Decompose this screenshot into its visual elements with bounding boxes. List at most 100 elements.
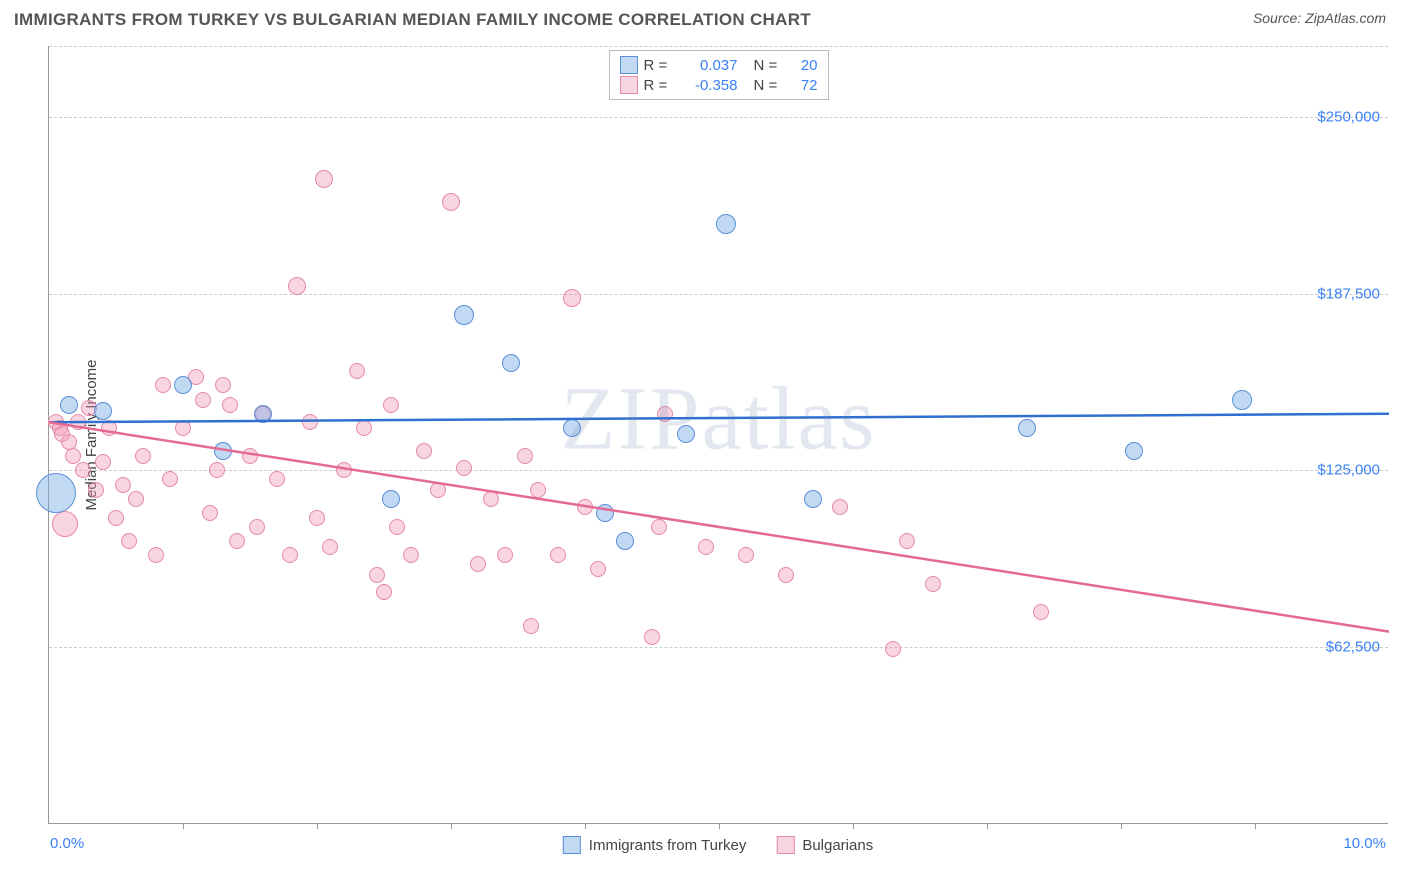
x-tick: [1121, 823, 1122, 829]
data-point-bulgarians: [698, 539, 714, 555]
data-point-bulgarians: [215, 377, 231, 393]
data-point-bulgarians: [563, 289, 581, 307]
y-tick-label: $250,000: [1317, 108, 1380, 125]
data-point-turkey: [563, 419, 581, 437]
grid-line: [49, 294, 1388, 295]
data-point-bulgarians: [577, 499, 593, 515]
data-point-bulgarians: [369, 567, 385, 583]
data-point-turkey: [677, 425, 695, 443]
regression-line-turkey: [49, 414, 1389, 422]
data-point-bulgarians: [195, 392, 211, 408]
legend-n-label: N =: [754, 77, 782, 94]
data-point-turkey: [454, 305, 474, 325]
legend-r-label: R =: [644, 57, 672, 74]
data-point-bulgarians: [121, 533, 137, 549]
x-tick: [183, 823, 184, 829]
data-point-bulgarians: [885, 641, 901, 657]
data-point-bulgarians: [148, 547, 164, 563]
x-axis-min-label: 0.0%: [50, 835, 84, 852]
data-point-bulgarians: [95, 454, 111, 470]
legend-row-bulgarians: R = -0.358 N = 72: [620, 75, 818, 95]
data-point-bulgarians: [175, 420, 191, 436]
data-point-bulgarians: [249, 519, 265, 535]
x-tick: [317, 823, 318, 829]
data-point-bulgarians: [517, 448, 533, 464]
x-axis-max-label: 10.0%: [1343, 835, 1386, 852]
data-point-bulgarians: [322, 539, 338, 555]
chart-area: Median Family Income ZIPatlas R = 0.037N…: [48, 46, 1388, 824]
data-point-turkey: [596, 504, 614, 522]
legend-swatch: [776, 836, 794, 854]
data-point-bulgarians: [288, 277, 306, 295]
data-point-bulgarians: [128, 491, 144, 507]
data-point-bulgarians: [383, 397, 399, 413]
legend-n-value: 20: [788, 57, 818, 74]
data-point-bulgarians: [242, 448, 258, 464]
legend-swatch: [620, 76, 638, 94]
data-point-turkey: [616, 532, 634, 550]
grid-line: [49, 46, 1388, 47]
data-point-bulgarians: [651, 519, 667, 535]
data-point-bulgarians: [832, 499, 848, 515]
data-point-bulgarians: [416, 443, 432, 459]
data-point-bulgarians: [778, 567, 794, 583]
data-point-bulgarians: [229, 533, 245, 549]
data-point-bulgarians: [309, 510, 325, 526]
data-point-bulgarians: [108, 510, 124, 526]
data-point-bulgarians: [52, 511, 78, 537]
data-point-bulgarians: [162, 471, 178, 487]
chart-title: IMMIGRANTS FROM TURKEY VS BULGARIAN MEDI…: [14, 10, 811, 30]
data-point-bulgarians: [101, 420, 117, 436]
data-point-turkey: [804, 490, 822, 508]
x-tick: [719, 823, 720, 829]
data-point-turkey: [1018, 419, 1036, 437]
legend-n-value: 72: [788, 77, 818, 94]
data-point-bulgarians: [483, 491, 499, 507]
legend-r-value: 0.037: [678, 57, 738, 74]
data-point-bulgarians: [202, 505, 218, 521]
data-point-turkey: [60, 396, 78, 414]
data-point-bulgarians: [899, 533, 915, 549]
data-point-bulgarians: [269, 471, 285, 487]
data-point-turkey: [382, 490, 400, 508]
data-point-bulgarians: [442, 193, 460, 211]
data-point-bulgarians: [209, 462, 225, 478]
data-point-turkey: [94, 402, 112, 420]
data-point-bulgarians: [530, 482, 546, 498]
grid-line: [49, 117, 1388, 118]
data-point-bulgarians: [282, 547, 298, 563]
series-name: Immigrants from Turkey: [589, 837, 747, 854]
data-point-bulgarians: [302, 414, 318, 430]
grid-line: [49, 647, 1388, 648]
x-tick: [987, 823, 988, 829]
series-legend: Immigrants from Turkey Bulgarians: [563, 836, 873, 854]
data-point-bulgarians: [88, 482, 104, 498]
data-point-bulgarians: [356, 420, 372, 436]
data-point-turkey: [1232, 390, 1252, 410]
x-tick: [853, 823, 854, 829]
data-point-turkey: [36, 473, 76, 513]
legend-swatch: [620, 56, 638, 74]
x-tick: [1255, 823, 1256, 829]
data-point-bulgarians: [1033, 604, 1049, 620]
legend-r-value: -0.358: [678, 77, 738, 94]
data-point-bulgarians: [738, 547, 754, 563]
data-point-bulgarians: [470, 556, 486, 572]
data-point-bulgarians: [336, 462, 352, 478]
data-point-turkey: [214, 442, 232, 460]
y-tick-label: $125,000: [1317, 462, 1380, 479]
grid-line: [49, 470, 1388, 471]
series-name: Bulgarians: [802, 837, 873, 854]
data-point-bulgarians: [315, 170, 333, 188]
legend-r-label: R =: [644, 77, 672, 94]
data-point-bulgarians: [497, 547, 513, 563]
data-point-turkey: [716, 214, 736, 234]
y-tick-label: $62,500: [1326, 639, 1380, 656]
x-tick: [451, 823, 452, 829]
data-point-bulgarians: [925, 576, 941, 592]
data-point-bulgarians: [403, 547, 419, 563]
correlation-legend: R = 0.037 N = 20R = -0.358 N = 72: [609, 50, 829, 100]
source-label: Source: ZipAtlas.com: [1253, 10, 1386, 26]
data-point-bulgarians: [550, 547, 566, 563]
x-tick: [585, 823, 586, 829]
